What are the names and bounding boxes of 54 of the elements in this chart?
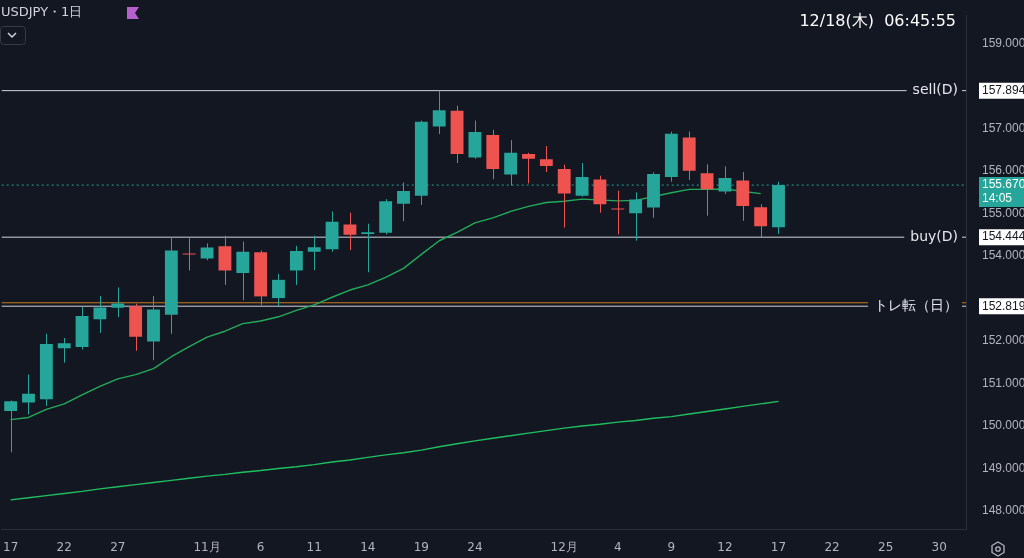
y-tick-label: 159.000: [982, 35, 1024, 50]
annotation: 12/18(木) 06:45:55: [799, 11, 956, 31]
candlestick: [522, 152, 535, 184]
chart-title: USDJPY・1日: [1, 4, 83, 20]
candlestick: [343, 212, 357, 251]
candlestick: [111, 286, 125, 318]
candlestick: [611, 190, 625, 235]
candlestick: [289, 245, 303, 286]
y-tick-label: 154.000: [982, 248, 1024, 263]
ref-line-label: sell(D): [912, 81, 958, 98]
candlestick: [307, 235, 321, 271]
candlestick: [539, 145, 553, 173]
y-tick-label: 151.000: [982, 375, 1024, 390]
candlestick: [22, 374, 35, 415]
text: 14:05: [982, 191, 1013, 206]
y-tick-label: 155.000: [982, 205, 1024, 220]
candlestick: [432, 90, 446, 135]
x-tick-label: 22: [824, 539, 840, 554]
y-tick-label: 149.000: [982, 460, 1024, 475]
x-tick-label: 14: [360, 539, 376, 554]
x-tick-label: 17: [770, 539, 787, 554]
x-tick-label: 24: [467, 539, 483, 554]
y-tick-label: 152.819: [982, 298, 1024, 313]
x-tick-label: 12月: [550, 539, 578, 554]
candlestick: [629, 191, 643, 242]
x-tick-label: 12: [717, 539, 733, 554]
x-tick-label: 22: [56, 539, 72, 554]
candlestick: [361, 223, 375, 273]
ref-line-label: buy(D): [910, 227, 958, 244]
y-tick-label: 157.000: [982, 120, 1024, 135]
ref-line-label: トレ転（日）: [874, 296, 958, 313]
candlestick: [236, 241, 250, 301]
x-tick-label: 17: [2, 539, 19, 554]
y-tick-label: 155.670: [982, 177, 1024, 192]
candlestick: [182, 237, 196, 271]
candlestick: [4, 399, 18, 453]
x-tick-label: 27: [110, 539, 126, 554]
x-tick-label: 11月: [193, 539, 221, 554]
y-tick-label: 148.000: [982, 503, 1024, 518]
candlestick: [57, 337, 71, 364]
x-tick-label: 25: [878, 539, 894, 554]
y-tick-label: 152.000: [982, 333, 1024, 348]
x-tick-label: 4: [613, 539, 622, 554]
candlestick: [700, 163, 714, 217]
x-tick-label: 30: [931, 539, 947, 554]
x-tick-label: 11: [306, 539, 322, 554]
x-tick-label: 6: [256, 539, 265, 554]
x-tick-label: 9: [667, 539, 676, 554]
candlestick: [93, 295, 107, 334]
x-tick-label: 19: [413, 539, 429, 554]
y-tick-label: 156.000: [982, 163, 1024, 178]
y-tick-label: 150.000: [982, 418, 1024, 433]
candlestick: [754, 203, 768, 238]
candlestick: [272, 273, 285, 307]
